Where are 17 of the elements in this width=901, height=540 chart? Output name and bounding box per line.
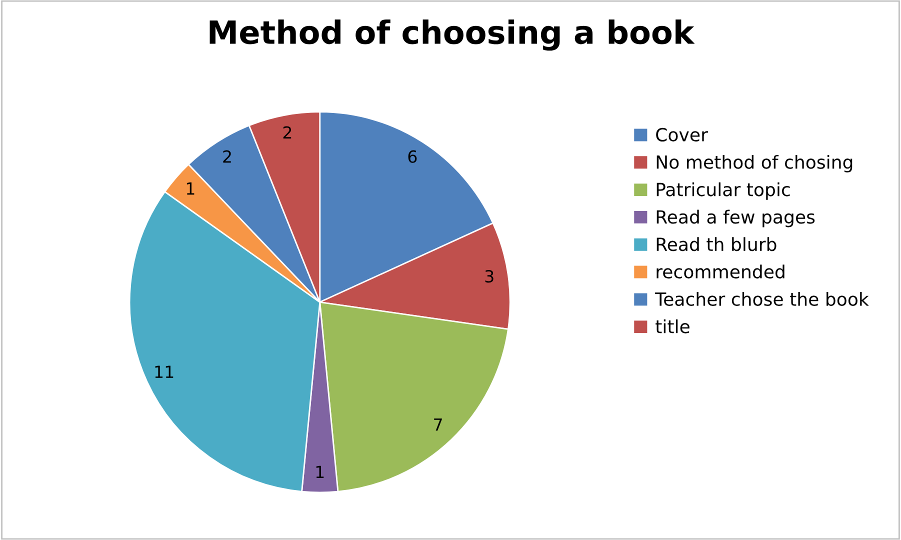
legend-label: recommended <box>656 264 784 279</box>
data-label: 1 <box>186 182 194 195</box>
legend-label: title <box>656 319 690 334</box>
data-label: 1 <box>316 466 324 478</box>
legend-label: Teacher chose the book <box>655 292 869 306</box>
legend-label: Cover <box>656 128 708 142</box>
data-label: 2 <box>283 126 292 139</box>
data-label: 6 <box>408 150 417 163</box>
legend-label: No method of chosing <box>656 154 852 172</box>
data-label: 3 <box>485 270 494 283</box>
data-label: 2 <box>223 150 231 163</box>
legend-label: Patricular topic <box>656 182 790 200</box>
legend-label: Read a few pages <box>656 210 815 228</box>
data-label: 7 <box>434 418 442 431</box>
chart-title: Method of choosing a book <box>210 20 695 51</box>
legend-label: Read th blurb <box>656 237 776 252</box>
data-label: 11 <box>155 366 174 378</box>
